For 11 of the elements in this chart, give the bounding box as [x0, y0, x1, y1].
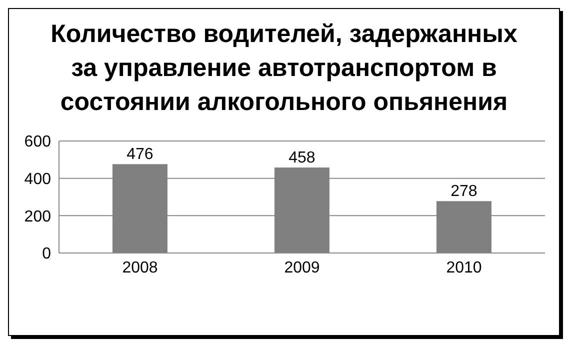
x-tick-label: 2010: [446, 259, 482, 276]
y-tick-label: 200: [24, 208, 52, 226]
x-tick-label: 2008: [122, 259, 158, 276]
data-label: 458: [288, 150, 316, 167]
data-label: 278: [450, 183, 478, 200]
data-label: 476: [126, 146, 154, 164]
y-tick-label: 400: [24, 171, 52, 188]
y-tick-label: 600: [24, 134, 52, 151]
y-tick-label: 0: [42, 246, 52, 263]
chart-title: Количество водителей, задержанных за управление автотранспортом в состоянии алкогольного опьянения: [50, 19, 518, 118]
x-tick-label: 2009: [284, 259, 320, 276]
